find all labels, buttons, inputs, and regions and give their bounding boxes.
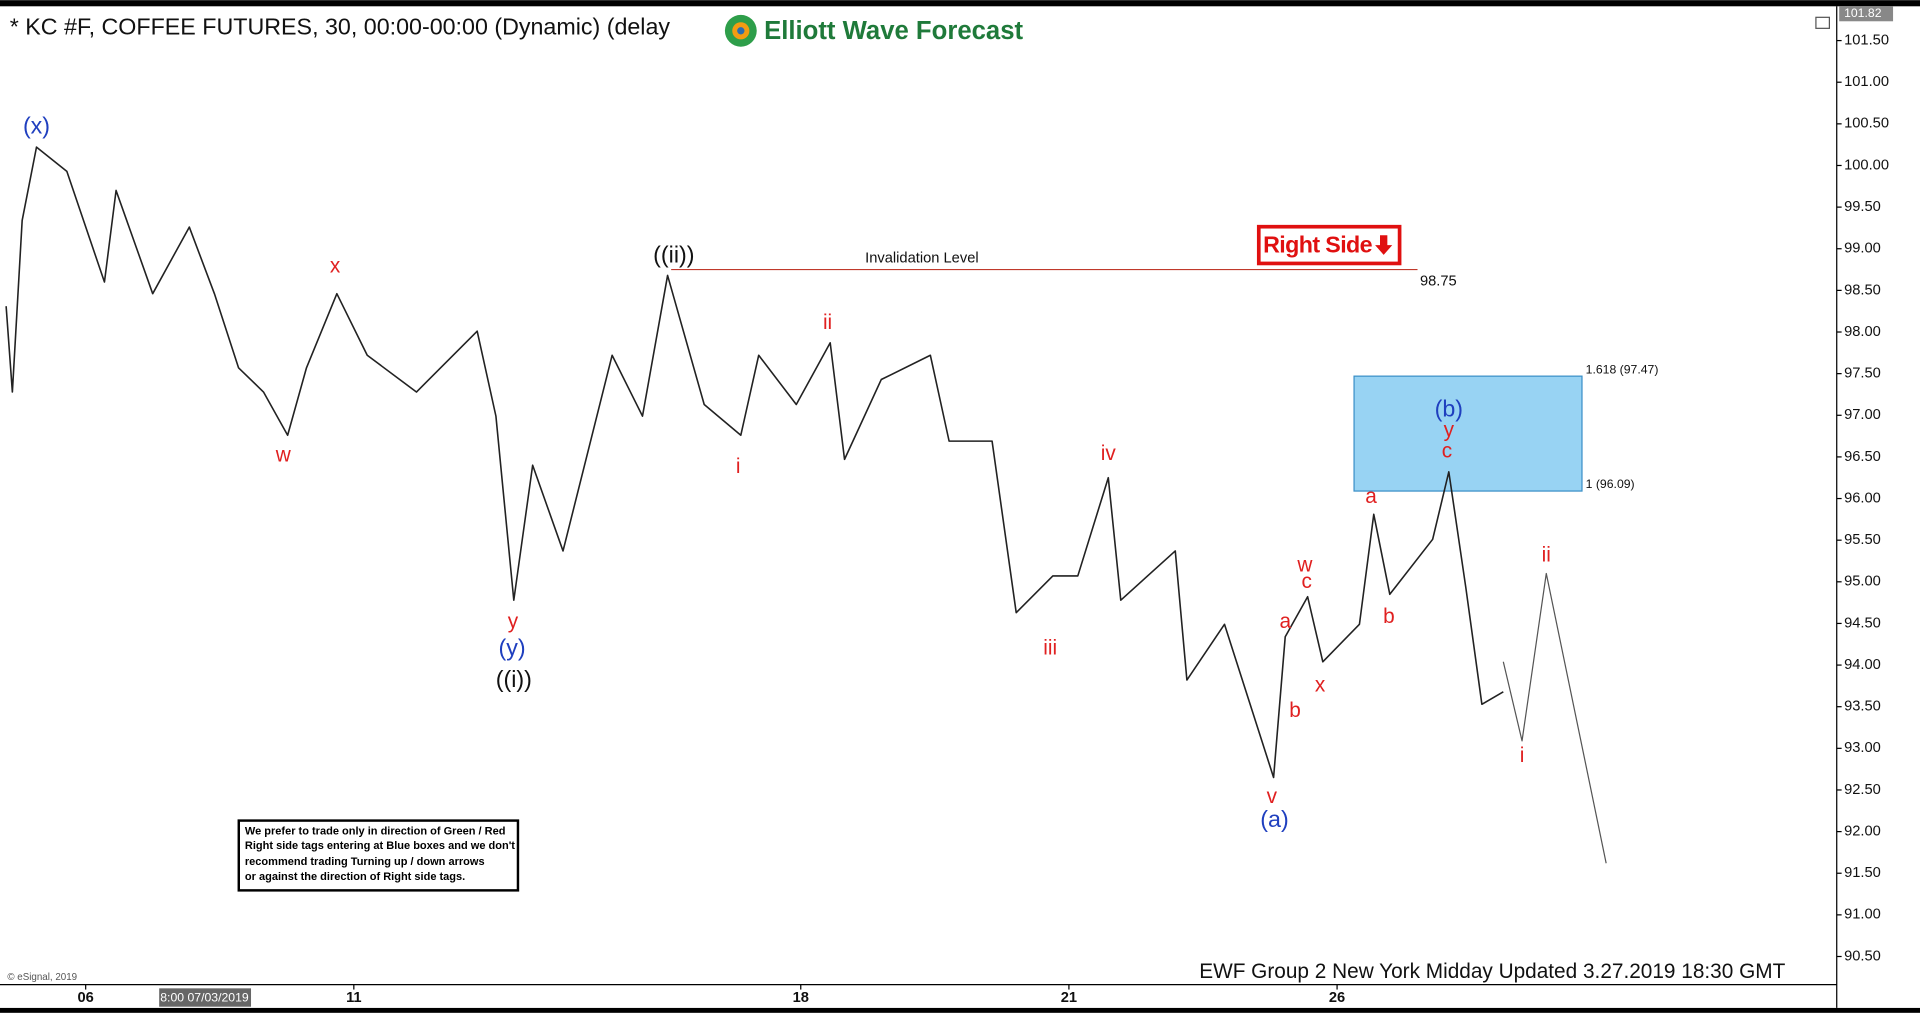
y-tick-label: 101.00 (1844, 74, 1889, 90)
wave-label: x (1315, 673, 1326, 696)
y-tick-label: 94.00 (1844, 657, 1881, 673)
y-tick-label: 90.50 (1844, 948, 1881, 964)
wave-label: v (1267, 785, 1278, 808)
wave-label: w (275, 444, 292, 467)
note-line: or against the direction of Right side t… (245, 871, 465, 883)
tag-arrow (1375, 235, 1393, 255)
note-box (237, 819, 520, 892)
wave-label: a (1365, 485, 1377, 508)
y-tick-label: 91.00 (1844, 907, 1881, 923)
y-tick-label: 95.00 (1844, 574, 1881, 590)
y-tick-label: 96.50 (1844, 449, 1881, 465)
wave-label: b (1289, 699, 1301, 722)
y-tick-label: 99.50 (1844, 199, 1881, 215)
wave-label: (a) (1260, 806, 1288, 832)
wave-label: ((ii)) (653, 241, 694, 267)
y-tick-label: 101.50 (1844, 32, 1889, 48)
bottom-border (0, 1007, 1920, 1013)
note-line: Right side tags entering at Blue boxes a… (245, 840, 515, 852)
y-tick-label: 93.00 (1844, 740, 1881, 756)
right-side-tag: Right Side (1256, 224, 1402, 266)
wave-label: y (508, 610, 519, 633)
wave-label: c (1442, 439, 1452, 462)
y-tick-label: 99.00 (1844, 241, 1881, 257)
wave-label: ii (1542, 543, 1551, 566)
y-tick-label: 97.50 (1844, 366, 1881, 382)
footer: EWF Group 2 New York Midday Updated 3.27… (1199, 960, 1785, 983)
note-line: We prefer to trade only in direction of … (245, 826, 506, 838)
copyright: © eSignal, 2019 (7, 972, 77, 983)
wave-label: b (1383, 605, 1395, 628)
wave-label: iv (1101, 442, 1117, 465)
note-line: recommend trading Turning up / down arro… (245, 856, 485, 868)
wave-label: c (1301, 570, 1311, 593)
wave-label: x (330, 255, 341, 278)
wave-label: ((i)) (496, 666, 532, 692)
x-tick-label: 18 (793, 990, 809, 1006)
wave-label: (y) (498, 634, 525, 660)
chart-title: * KC #F, COFFEE FUTURES, 30, 00:00-00:00… (10, 13, 671, 39)
y-tick-label: 91.50 (1844, 865, 1881, 881)
x-tick-label: 06 (78, 990, 94, 1006)
y-tick-label: 93.50 (1844, 699, 1881, 715)
cursor-label: 8:00 07/03/2019 (160, 990, 249, 1004)
y-tick-label: 95.50 (1844, 532, 1881, 548)
invalidation-value: 98.75 (1420, 274, 1457, 290)
wave-label: i (736, 455, 741, 478)
invalidation-label: Invalidation Level (865, 250, 979, 266)
wave-label: ii (823, 311, 832, 334)
y-tick-label: 98.00 (1844, 324, 1881, 340)
window-icon (1815, 16, 1830, 29)
wave-label: (x) (23, 112, 50, 138)
box-top-label: 1.618 (97.47) (1586, 362, 1659, 376)
y-tick-label: 92.50 (1844, 782, 1881, 798)
cursor-label-box (159, 988, 252, 1007)
y-tick-label: 100.00 (1844, 157, 1889, 173)
tag-text: Right Side (1263, 231, 1373, 257)
box-bottom-label: 1 (96.09) (1586, 477, 1635, 491)
logo: Elliott Wave Forecast (724, 14, 1024, 47)
x-tick-label: 26 (1329, 990, 1345, 1006)
last-price-label: 101.82 (1844, 6, 1882, 20)
y-tick-label: 96.00 (1844, 490, 1881, 506)
y-tick-label: 98.50 (1844, 282, 1881, 298)
wave-label: y (1444, 419, 1455, 442)
logo-icon-core (737, 27, 745, 35)
wave-label: w (1296, 553, 1313, 576)
y-tick-label: 100.50 (1844, 116, 1889, 132)
target-box (1353, 375, 1583, 492)
top-border (0, 0, 1920, 7)
note: We prefer to trade only in direction of … (237, 819, 520, 892)
last-price-box (1839, 6, 1894, 22)
price-line (5, 146, 1504, 779)
x-tick-label: 21 (1061, 990, 1077, 1006)
wave-label: a (1279, 610, 1291, 633)
y-tick-label: 92.00 (1844, 823, 1881, 839)
projection-line (1502, 572, 1607, 864)
wave-label: iii (1043, 637, 1057, 660)
logo-text: Elliott Wave Forecast (764, 17, 1023, 45)
x-tick-label: 11 (346, 990, 362, 1006)
wave-label: (b) (1435, 395, 1463, 421)
y-tick-label: 97.00 (1844, 407, 1881, 423)
wave-label: i (1520, 744, 1525, 767)
y-tick-label: 94.50 (1844, 615, 1881, 631)
